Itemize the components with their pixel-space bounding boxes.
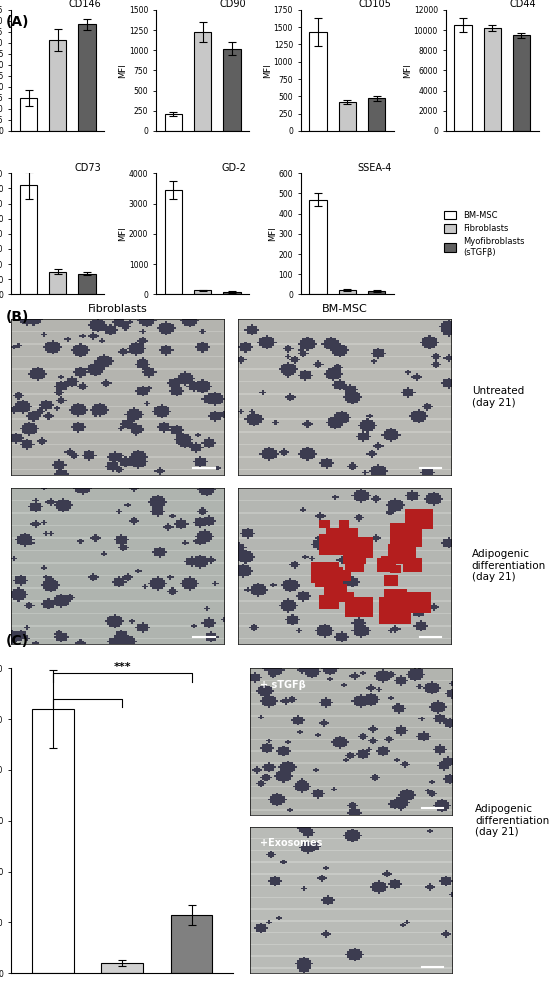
- Bar: [513, 35, 530, 131]
- Bar: [78, 25, 96, 131]
- Bar: [164, 190, 182, 294]
- Text: (B): (B): [6, 310, 29, 323]
- Text: SSEA-4: SSEA-4: [357, 162, 392, 172]
- Bar: [164, 114, 182, 131]
- Text: Adipogenic
differentiation
(day 21): Adipogenic differentiation (day 21): [475, 804, 549, 838]
- Text: (A): (A): [6, 15, 29, 29]
- Bar: [20, 186, 37, 294]
- Bar: [223, 48, 240, 131]
- Bar: [194, 290, 211, 294]
- Bar: [310, 200, 327, 294]
- Bar: [32, 709, 74, 973]
- Text: BM-MSC: BM-MSC: [321, 304, 367, 314]
- Y-axis label: MFI: MFI: [263, 63, 272, 78]
- Text: CD90: CD90: [220, 0, 246, 9]
- Bar: [194, 32, 211, 131]
- Bar: [368, 291, 386, 294]
- Y-axis label: MFI: MFI: [118, 226, 127, 241]
- Bar: [49, 271, 67, 294]
- Text: Untreated
(day 21): Untreated (day 21): [472, 386, 524, 408]
- Bar: [20, 98, 37, 131]
- Bar: [454, 25, 472, 131]
- Y-axis label: MFI: MFI: [403, 63, 412, 78]
- Text: +Exosomes: +Exosomes: [260, 838, 322, 848]
- Bar: [223, 292, 240, 294]
- Text: (C): (C): [6, 634, 29, 648]
- Text: CD44: CD44: [509, 0, 536, 9]
- Y-axis label: MFI: MFI: [118, 63, 128, 78]
- Bar: [310, 32, 327, 131]
- Y-axis label: MFI: MFI: [268, 226, 277, 241]
- Text: CD105: CD105: [359, 0, 392, 9]
- Text: CD146: CD146: [69, 0, 102, 9]
- Bar: [339, 102, 356, 131]
- Bar: [101, 963, 143, 973]
- Text: ***: ***: [113, 662, 131, 672]
- Bar: [78, 274, 96, 294]
- Bar: [49, 39, 67, 131]
- Text: Adipogenic
differentiation
(day 21): Adipogenic differentiation (day 21): [472, 549, 546, 582]
- Bar: [368, 98, 386, 131]
- Legend: BM-MSC, Fibroblasts, Myofibroblasts
(sTGFβ): BM-MSC, Fibroblasts, Myofibroblasts (sTG…: [441, 207, 527, 260]
- Text: GD-2: GD-2: [222, 162, 246, 172]
- Text: + sTGFβ: + sTGFβ: [260, 680, 306, 690]
- Text: Fibroblasts: Fibroblasts: [88, 304, 147, 314]
- Text: CD73: CD73: [75, 162, 102, 172]
- Bar: [483, 28, 501, 131]
- Bar: [170, 915, 212, 973]
- Bar: [339, 290, 356, 294]
